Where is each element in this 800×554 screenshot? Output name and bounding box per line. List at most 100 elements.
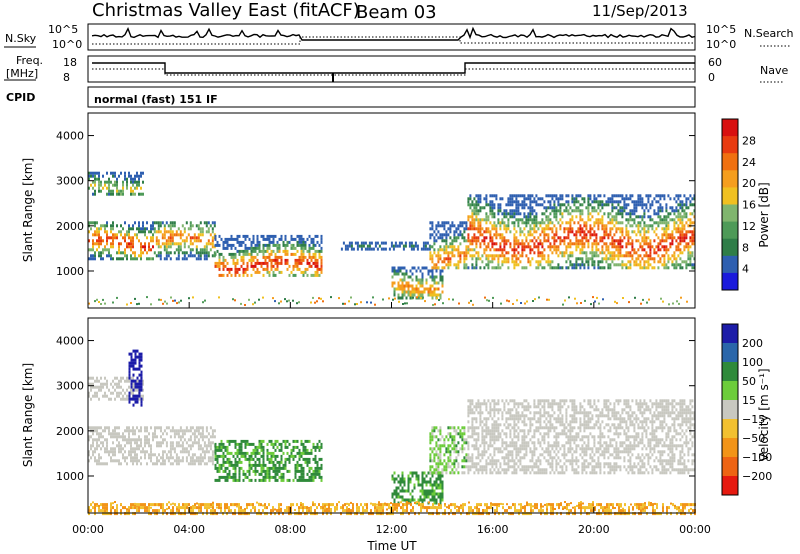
echo-cell <box>238 472 241 476</box>
echo-cell <box>90 257 92 261</box>
echo-cell <box>529 203 532 207</box>
echo-cell <box>435 269 438 273</box>
echo-cell <box>467 251 470 255</box>
echo-cell <box>395 269 398 273</box>
echo-cell <box>108 189 110 193</box>
echo-cell <box>268 478 271 482</box>
echo-cell <box>218 463 221 467</box>
echo-cell <box>657 212 660 216</box>
echo-cell <box>447 257 450 261</box>
echo-cell <box>549 242 552 246</box>
echo-cell <box>144 227 146 231</box>
echo-cell <box>120 444 122 448</box>
echo-cell <box>521 444 524 448</box>
echo-cell <box>185 450 188 454</box>
echo-cell <box>148 438 150 442</box>
echo-cell <box>88 382 90 386</box>
echo-cell <box>613 218 616 222</box>
echo-cell <box>475 456 478 460</box>
echo-cell <box>437 438 440 442</box>
echo-cell <box>234 255 237 259</box>
echo-cell <box>621 239 624 243</box>
echo-cell <box>262 445 265 449</box>
echo-cell <box>211 245 214 249</box>
echo-cell <box>278 270 281 274</box>
echo-cell <box>601 221 604 225</box>
echo-cell <box>216 469 219 473</box>
echo-cell <box>583 242 586 246</box>
echo-cell <box>244 270 247 274</box>
echo-cell <box>529 426 532 430</box>
echo-cell <box>465 459 468 463</box>
echo-cell <box>683 227 686 231</box>
echo-cell <box>517 435 520 439</box>
echo-cell <box>270 234 273 238</box>
echo-cell <box>94 189 96 193</box>
echo-cell <box>443 465 446 469</box>
echo-cell <box>467 420 470 424</box>
echo-cell <box>437 251 440 255</box>
echo-cell <box>495 471 498 475</box>
echo-cell <box>527 197 530 201</box>
echo-cell <box>627 212 630 216</box>
echo-cell <box>272 442 275 446</box>
echo-cell <box>112 192 114 196</box>
echo-cell <box>413 498 416 502</box>
echo-cell <box>557 200 560 204</box>
nave-label: Nave <box>760 64 788 77</box>
echo-cell <box>501 468 504 472</box>
echo-cell <box>517 206 520 210</box>
echo-cell <box>288 460 291 464</box>
echo-cell <box>209 447 212 451</box>
echo-cell <box>118 251 120 255</box>
echo-cell <box>561 212 564 216</box>
echo-cell <box>477 399 480 403</box>
echo-cell <box>286 252 289 256</box>
echo-cell <box>511 399 514 403</box>
echo-cell <box>529 423 532 427</box>
echo-cell <box>187 444 190 448</box>
echo-cell <box>262 249 265 253</box>
echo-cell <box>136 456 138 460</box>
echo-cell <box>146 450 148 454</box>
echo-cell <box>503 468 506 472</box>
echo-cell <box>571 215 574 219</box>
echo-cell <box>461 465 464 469</box>
echo-cell <box>577 221 580 225</box>
echo-cell <box>665 251 668 255</box>
echo-cell <box>589 227 592 231</box>
echo-cell <box>104 180 106 184</box>
echo-cell <box>457 254 460 258</box>
ground-scatter-cell <box>628 301 630 304</box>
echo-cell <box>521 248 524 252</box>
echo-cell <box>207 242 210 246</box>
echo-cell <box>477 471 480 475</box>
echo-cell <box>183 450 186 454</box>
echo-cell <box>236 451 239 455</box>
echo-cell <box>132 192 134 196</box>
echo-cell <box>653 230 656 234</box>
echo-cell <box>587 242 590 246</box>
echo-cell <box>136 385 139 389</box>
echo-cell <box>613 233 616 237</box>
echo-cell <box>503 441 506 445</box>
echo-cell <box>234 237 237 241</box>
echo-cell <box>461 432 464 436</box>
echo-cell <box>130 444 132 448</box>
echo-cell <box>130 189 132 193</box>
echo-cell <box>126 388 128 392</box>
echo-cell <box>471 248 474 252</box>
echo-cell <box>298 457 301 461</box>
echo-cell <box>415 477 418 481</box>
echo-cell <box>519 459 522 463</box>
echo-cell <box>242 240 245 244</box>
echo-cell <box>209 441 212 445</box>
echo-cell <box>465 441 468 445</box>
echo-cell <box>475 405 478 409</box>
echo-cell <box>431 495 434 499</box>
echo-cell <box>290 252 293 256</box>
echo-cell <box>256 270 259 274</box>
echo-cell <box>169 251 172 255</box>
echo-cell <box>561 239 564 243</box>
ground-scatter-cell <box>662 300 664 303</box>
